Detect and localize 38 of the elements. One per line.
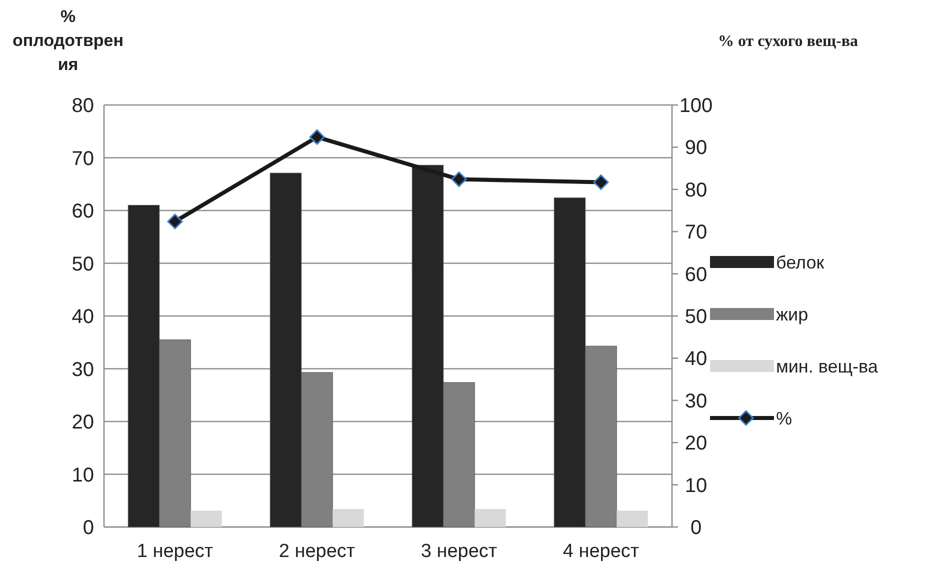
y-tick-label: 30 — [72, 358, 94, 381]
y2-tick-label: 70 — [684, 222, 708, 244]
point — [167, 214, 183, 230]
bar — [190, 510, 222, 527]
y2-tick-label: 100 — [679, 95, 713, 117]
y2-tick-label: 80 — [684, 179, 708, 202]
y-tick-label: 70 — [72, 148, 94, 170]
x-tick-label: 2 нерест — [278, 541, 356, 562]
y-tick-label: 0 — [82, 517, 94, 539]
point — [593, 174, 609, 190]
y2-tick-label: 50 — [684, 306, 708, 328]
y2-axis-title: % от сухого вещ-ва — [718, 33, 858, 50]
x-tick-label: 3 нерест — [420, 541, 498, 562]
bar — [332, 509, 364, 527]
legend-label: % — [776, 408, 792, 428]
y2-tick-label: 40 — [684, 348, 708, 370]
y-tick-label: 60 — [72, 200, 94, 222]
y-tick-label: 10 — [72, 464, 94, 486]
legend-label: белок — [776, 252, 824, 272]
x-tick-label: 1 нерест — [136, 541, 214, 562]
y-tick-label: 20 — [72, 412, 94, 434]
bar — [616, 510, 648, 527]
y2-tick-label: 20 — [684, 432, 708, 455]
y2-tick-label: 30 — [684, 390, 708, 412]
x-tick-label: 4 нерест — [562, 541, 640, 562]
y-tick-label: 80 — [72, 95, 94, 117]
y-tick-label: 50 — [72, 253, 94, 276]
y2-tick-label: 10 — [684, 474, 708, 497]
y-tick-label: 40 — [72, 306, 94, 328]
point — [451, 172, 467, 188]
bar — [474, 509, 506, 527]
y2-tick-label: 60 — [684, 264, 708, 286]
legend-label: мин. вещ-ва — [776, 356, 879, 376]
y-axis-title: % оплодотврения — [12, 7, 124, 74]
point — [309, 129, 325, 145]
y2-tick-label: 0 — [690, 517, 702, 539]
y2-tick-label: 90 — [684, 137, 708, 160]
legend-label: жир — [776, 304, 808, 324]
